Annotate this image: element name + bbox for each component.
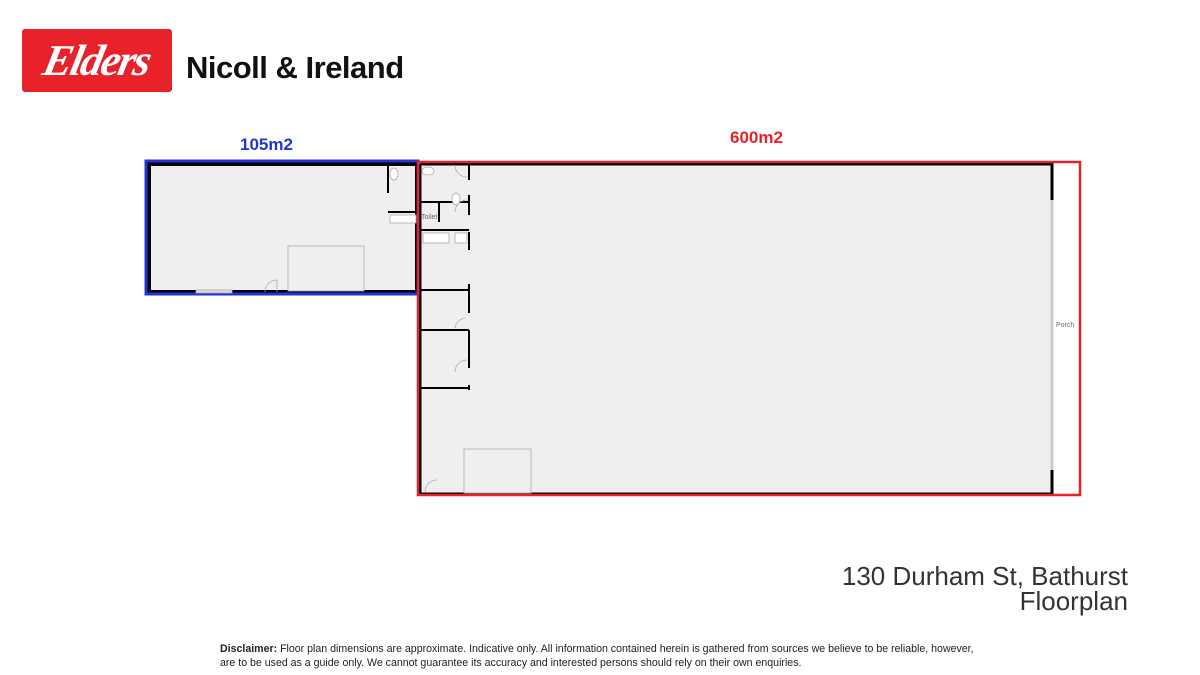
floor-small: [150, 165, 418, 292]
disclaimer: Disclaimer: Floor plan dimensions are ap…: [220, 642, 980, 670]
area-label-red: 600m2: [730, 128, 783, 147]
disclaimer-label: Disclaimer:: [220, 643, 278, 655]
outline-600m2: [416, 160, 1082, 497]
room-label-toilet: Toilet: [421, 214, 437, 221]
floorplan-subtitle: Floorplan: [1019, 586, 1128, 616]
agency-name: Nicoll & Ireland: [186, 50, 404, 85]
porch-area: [1054, 165, 1078, 493]
elders-logo: Elders: [22, 29, 172, 92]
disclaimer-text: Floor plan dimensions are approximate. I…: [220, 643, 974, 669]
room-label-porch: Porch: [1056, 322, 1074, 329]
floor-main: [420, 164, 1052, 494]
area-label-blue: 105m2: [240, 135, 293, 154]
fixtures: [195, 164, 532, 494]
address-block: 130 Durham St, Bathurst Floorplan: [841, 561, 1128, 616]
address: 130 Durham St, Bathurst: [841, 561, 1128, 591]
